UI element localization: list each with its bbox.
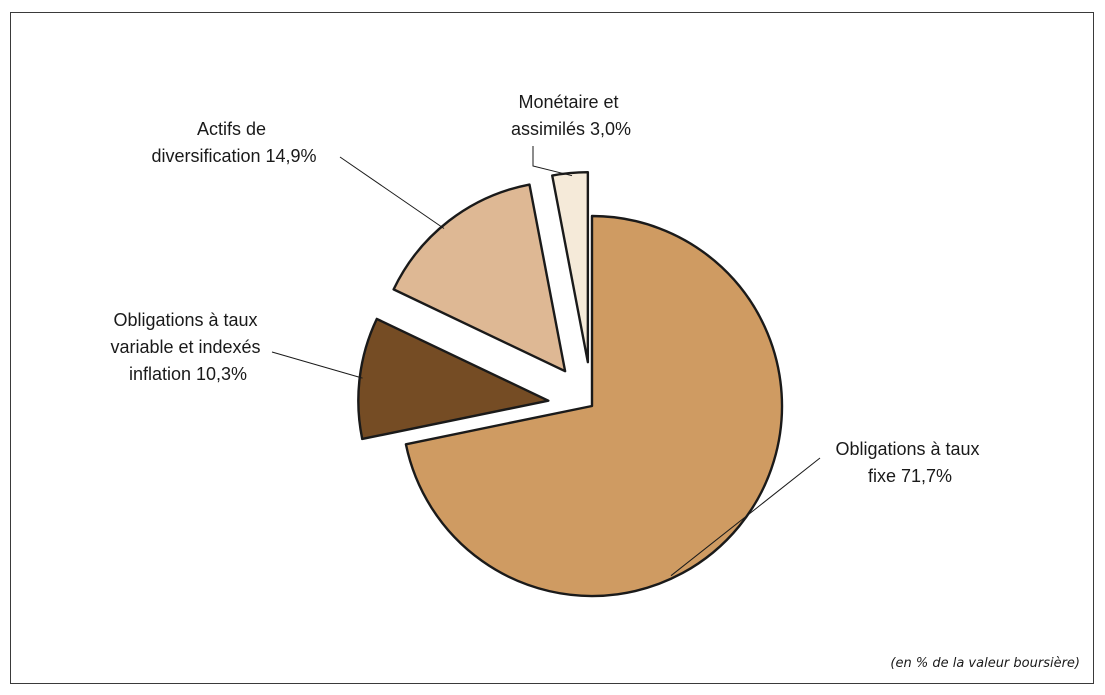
- label-fixed-rate-line-2: fixe 71,7%: [868, 466, 952, 486]
- label-money-market-line-2: assimilés 3,0%: [511, 119, 631, 139]
- leader-fixed-rate-bonds: [670, 457, 821, 577]
- label-fixed-rate-bonds: Obligations à taux fixe 71,7%: [835, 439, 984, 486]
- slice-money-market: [551, 171, 590, 364]
- leader-variable-rate-bonds: [271, 351, 363, 379]
- leader-lines: [271, 146, 821, 577]
- label-variable-line-1: Obligations à taux: [113, 310, 257, 330]
- label-diversification: Actifs de diversification 14,9%: [151, 119, 316, 166]
- label-variable-line-2: variable et indexés: [110, 337, 260, 357]
- label-diversification-line-1: Actifs de: [197, 119, 266, 139]
- label-fixed-rate-line-1: Obligations à taux: [835, 439, 979, 459]
- slice-diversification: [392, 183, 567, 373]
- leader-money-market: [532, 146, 573, 177]
- slice-fixed-rate-bonds: [404, 214, 784, 598]
- label-diversification-line-2: diversification 14,9%: [151, 146, 316, 166]
- leader-diversification: [339, 156, 445, 229]
- label-money-market: Monétaire et assimilés 3,0%: [511, 92, 631, 139]
- label-variable-rate-bonds: Obligations à taux variable et indexés i…: [110, 310, 265, 384]
- label-variable-line-3: inflation 10,3%: [129, 364, 247, 384]
- pie-slices: [357, 171, 784, 598]
- label-money-market-line-1: Monétaire et: [518, 92, 618, 112]
- unit-note: (en % de la valeur boursière): [890, 656, 1080, 671]
